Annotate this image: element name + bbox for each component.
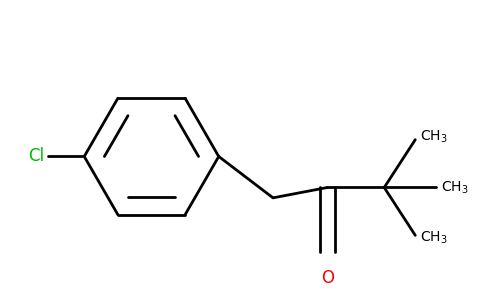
Text: Cl: Cl bbox=[28, 148, 44, 166]
Text: O: O bbox=[321, 269, 334, 287]
Text: CH$_3$: CH$_3$ bbox=[441, 179, 469, 196]
Text: CH$_3$: CH$_3$ bbox=[421, 129, 448, 145]
Text: CH$_3$: CH$_3$ bbox=[421, 230, 448, 246]
